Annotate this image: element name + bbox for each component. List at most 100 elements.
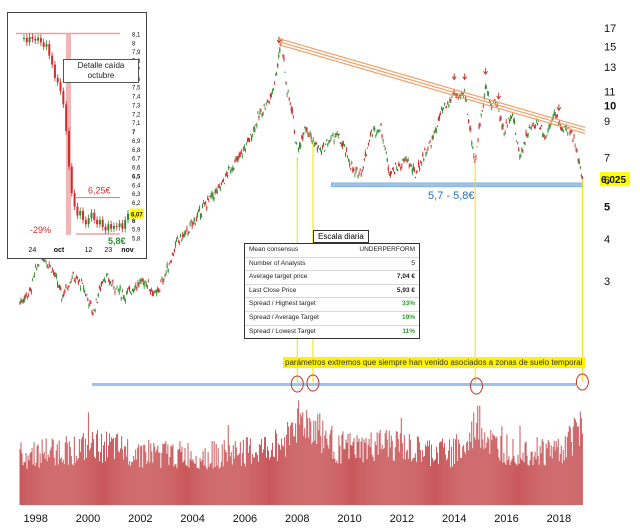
volume-bar — [213, 441, 215, 505]
volume-bar — [24, 462, 26, 505]
volume-bar — [481, 428, 483, 505]
price-candle — [470, 128, 472, 130]
price-candle — [569, 132, 571, 134]
price-candle — [529, 126, 531, 128]
price-candle — [577, 159, 579, 162]
volume-bar — [581, 433, 583, 505]
volume-bar — [69, 447, 71, 505]
price-candle — [502, 123, 504, 128]
price-candle — [223, 183, 226, 185]
volume-bar — [436, 446, 438, 505]
volume-bar — [250, 463, 252, 505]
volume-bar — [482, 439, 484, 505]
volume-bar — [491, 440, 493, 505]
volume-bar — [60, 457, 62, 505]
volume-bar — [101, 462, 103, 505]
volume-bar — [137, 447, 139, 505]
volume-bar — [266, 446, 268, 505]
price-candle — [473, 155, 475, 158]
inset-candle — [98, 219, 101, 225]
price-candle — [258, 115, 260, 119]
volume-bar — [406, 449, 408, 505]
volume-bar — [551, 458, 553, 505]
price-candle — [138, 284, 140, 286]
price-candle — [134, 288, 136, 290]
volume-bar — [305, 437, 307, 505]
price-candle — [266, 100, 268, 101]
volume-bar — [352, 441, 354, 505]
price-candle — [276, 73, 278, 74]
volume-bar — [345, 439, 347, 505]
price-candle — [136, 287, 138, 290]
price-candle — [120, 297, 122, 299]
price-candle — [472, 147, 474, 149]
price-candle — [367, 142, 370, 145]
volume-bar — [51, 438, 53, 505]
volume-bar — [172, 444, 174, 505]
price-candle — [544, 137, 546, 140]
volume-bar — [386, 439, 388, 505]
volume-bar — [255, 452, 257, 505]
price-candle — [421, 161, 423, 164]
price-candle — [345, 148, 348, 151]
price-candle — [316, 148, 318, 151]
volume-bar — [259, 445, 261, 505]
volume-bar — [574, 419, 576, 505]
price-candle — [573, 135, 575, 137]
y-tick-label: 10 — [604, 100, 616, 112]
volume-bar — [516, 465, 518, 505]
volume-bar — [578, 445, 580, 505]
price-candle — [389, 171, 392, 177]
volume-bar — [466, 442, 468, 505]
volume-bar — [377, 454, 379, 505]
volume-bar — [207, 452, 209, 505]
volume-bar — [240, 465, 242, 505]
volume-bar — [269, 459, 271, 505]
volume-bar — [78, 438, 80, 505]
volume-bar — [275, 429, 277, 505]
volume-bar — [475, 439, 477, 505]
volume-bar — [194, 463, 196, 505]
price-candle — [541, 125, 543, 127]
volume-bar — [321, 453, 323, 505]
price-candle — [240, 150, 242, 154]
price-candle — [259, 110, 261, 115]
volume-bar — [529, 460, 531, 505]
price-candle — [321, 144, 324, 148]
price-candle — [545, 136, 547, 139]
inset-y-tick-label: 8 — [132, 41, 136, 47]
price-candle — [512, 119, 515, 121]
price-candle — [523, 142, 525, 144]
volume-bar — [520, 458, 522, 505]
price-candle — [169, 261, 171, 263]
price-candle — [65, 284, 67, 287]
volume-bar — [572, 426, 574, 505]
volume-bar — [222, 466, 224, 505]
volume-bar — [361, 437, 363, 505]
volume-bar — [417, 436, 419, 505]
consensus-table: Escala diaria Mean consensus UNDERPERFORM… — [244, 230, 420, 340]
inset-price-badge — [130, 208, 144, 219]
price-candle — [343, 144, 346, 147]
volume-bar — [439, 442, 441, 505]
price-candle — [190, 221, 192, 222]
price-candle — [579, 167, 581, 169]
volume-bar — [451, 446, 453, 505]
volume-bar — [97, 451, 99, 505]
volume-bar — [210, 462, 212, 505]
volume-bar — [344, 448, 346, 505]
price-candle — [443, 108, 445, 110]
price-candle — [393, 171, 396, 174]
volume-bar — [502, 462, 504, 505]
table-row: Spread / Average Target 19% — [245, 312, 419, 326]
price-candle — [70, 280, 72, 282]
price-candle — [241, 155, 243, 157]
volume-bar — [168, 464, 170, 505]
volume-bar — [514, 462, 516, 505]
volume-bar — [30, 452, 32, 505]
price-candle — [123, 297, 125, 299]
volume-bar — [227, 425, 229, 505]
volume-bar — [159, 452, 161, 505]
price-candle — [145, 283, 147, 287]
price-candle — [445, 106, 447, 108]
